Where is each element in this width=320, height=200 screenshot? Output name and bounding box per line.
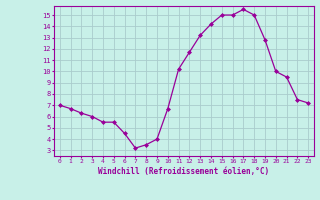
- X-axis label: Windchill (Refroidissement éolien,°C): Windchill (Refroidissement éolien,°C): [99, 167, 269, 176]
